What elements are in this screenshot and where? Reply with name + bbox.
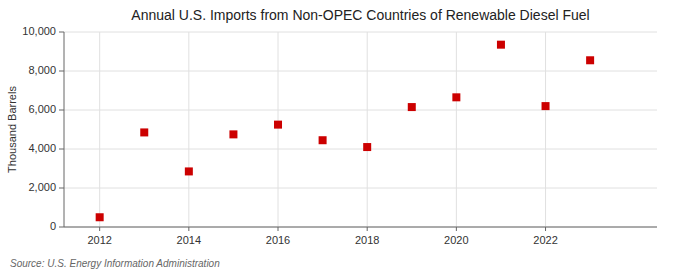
grid-line: [367, 32, 368, 227]
tick-mark: [367, 227, 368, 231]
tick-mark: [456, 227, 457, 231]
tick-mark: [59, 71, 64, 72]
point: [140, 128, 148, 136]
grid-line: [545, 32, 546, 227]
point: [408, 103, 416, 111]
point: [586, 56, 594, 64]
tick-label: 2020: [444, 234, 468, 246]
point: [96, 213, 104, 221]
tick-mark: [59, 227, 64, 228]
point: [185, 167, 193, 175]
grid-line: [456, 32, 457, 227]
point: [274, 121, 282, 129]
grid-line: [64, 188, 657, 189]
chart: 0 2,000 4,000 6,000 8,000 10,000 2012 2014 2016 2…: [0, 0, 675, 275]
tick-label: 8,000: [28, 64, 56, 76]
point: [229, 130, 237, 138]
source-note: Source: U.S. Energy Information Administ…: [10, 258, 220, 269]
grid-line: [278, 32, 279, 227]
point: [363, 143, 371, 151]
tick-label: 2014: [177, 234, 201, 246]
tick-mark: [188, 227, 189, 231]
tick-label: 2,000: [28, 181, 56, 193]
tick-mark: [59, 149, 64, 150]
tick-label: 10,000: [22, 25, 56, 37]
marks: [96, 41, 594, 222]
tick-mark: [99, 227, 100, 231]
tick-mark: [278, 227, 279, 231]
tick-label: 2022: [533, 234, 557, 246]
tick-label: 6,000: [28, 103, 56, 115]
tick-mark: [59, 188, 64, 189]
axes: 0 2,000 4,000 6,000 8,000 10,000 2012 2014 2016 2…: [22, 25, 657, 246]
point: [542, 102, 550, 110]
tick-label: 2016: [266, 234, 290, 246]
tick-mark: [59, 110, 64, 111]
tick-mark: [59, 32, 64, 33]
point: [319, 136, 327, 144]
grid-line: [188, 32, 189, 227]
grid-line: [64, 149, 657, 150]
point: [452, 93, 460, 101]
tick-label: 4,000: [28, 142, 56, 154]
tick-label: 0: [50, 220, 56, 232]
grid-line: [64, 71, 657, 72]
point: [497, 41, 505, 49]
tick-label: 2018: [355, 234, 379, 246]
y-axis-line: [64, 32, 65, 227]
grid-line: [64, 32, 657, 33]
grid-line: [99, 32, 100, 227]
y-axis-label: Thousand Barrels: [6, 86, 18, 173]
tick-label: 2012: [87, 234, 111, 246]
grid-line: [64, 227, 657, 228]
grid: [64, 32, 657, 227]
tick-mark: [545, 227, 546, 231]
x-axis-line: [64, 227, 657, 228]
grid-line: [64, 110, 657, 111]
title: Annual U.S. Imports from Non-OPEC Countr…: [131, 7, 589, 23]
